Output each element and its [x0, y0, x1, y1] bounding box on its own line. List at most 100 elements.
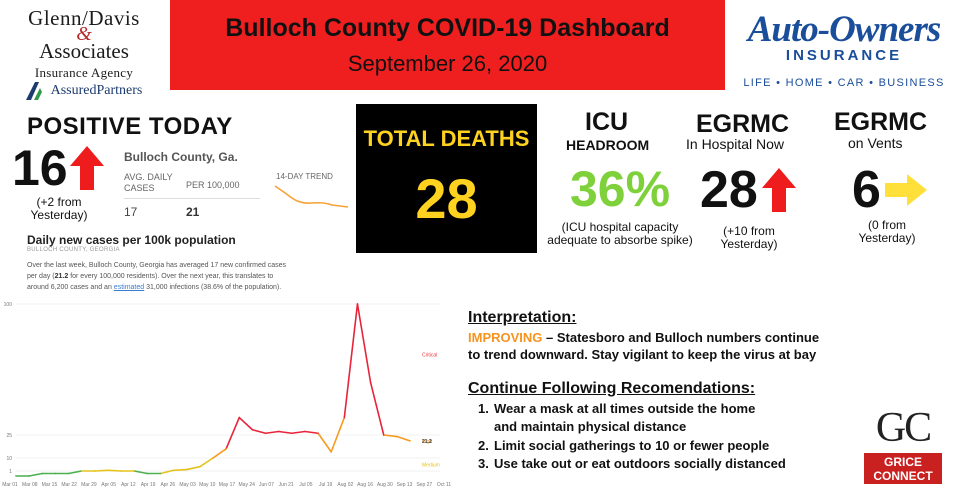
- data-point: [41, 472, 43, 475]
- x-tick-label: Mar 15: [42, 482, 58, 488]
- vents-note-l2: Yesterday): [858, 231, 916, 245]
- logo-ampersand: &: [76, 23, 92, 45]
- positive-change-l1: (+2 from: [36, 195, 82, 209]
- vents-value: 6: [852, 160, 927, 220]
- hospital-subtitle: In Hospital Now: [686, 136, 785, 152]
- series-segment: [396, 435, 411, 442]
- series-segment: [199, 457, 214, 468]
- x-tick-label: Aug 16: [357, 482, 373, 488]
- x-tick-label: Mar 01: [2, 482, 18, 488]
- gc-line1: GRICE: [883, 455, 922, 469]
- desc-line2: per day (21.2 for every 100,000 resident…: [27, 273, 274, 280]
- icu-value: 36%: [569, 161, 671, 217]
- interpretation-line2: to trend downward. Stay vigilant to keep…: [468, 347, 817, 362]
- x-tick-label: Jul 05: [299, 482, 313, 488]
- threshold-label: Medium: [422, 463, 440, 469]
- avg-daily-header-l1: AVG. DAILY: [124, 172, 173, 182]
- series-segment: [290, 430, 306, 435]
- x-tick-label: May 17: [219, 482, 236, 488]
- avg-daily-value: 17: [124, 205, 138, 219]
- x-tick-label: Aug 02: [337, 482, 353, 488]
- data-point: [199, 465, 201, 468]
- vents-count: 6: [852, 161, 881, 219]
- data-point: [159, 472, 162, 475]
- x-tick-label: Mar 22: [61, 482, 77, 488]
- data-point: [251, 429, 254, 431]
- data-point: [238, 416, 240, 419]
- total-deaths-box: TOTAL DEATHS 28: [356, 104, 537, 253]
- x-tick-label: Apr 12: [121, 482, 136, 488]
- logo-line2: Associates: [39, 39, 129, 63]
- page-title: Bulloch County COVID-19 Dashboard: [225, 14, 670, 42]
- auto-owners-sub: INSURANCE: [785, 47, 903, 64]
- status-label: IMPROVING: [468, 330, 543, 345]
- data-point: [28, 475, 30, 477]
- data-point: [172, 469, 175, 471]
- x-tick-label: Jun 07: [259, 482, 274, 488]
- data-point: [146, 472, 149, 475]
- series-segment: [251, 428, 267, 435]
- series-segment: [317, 432, 333, 453]
- data-point: [107, 469, 109, 471]
- series-segment: [382, 434, 398, 438]
- vents-subtitle: on Vents: [848, 135, 903, 151]
- gc-initials: GC: [875, 405, 932, 451]
- data-point: [304, 430, 306, 433]
- logo-line1: Glenn/Davis: [28, 6, 140, 30]
- vents-note: (0 from Yesterday): [842, 219, 932, 245]
- glenn-davis-logo: Glenn/Davis & Associates Insurance Agenc…: [4, 4, 164, 104]
- series-segment: [28, 472, 44, 477]
- data-point: [396, 435, 398, 438]
- x-tick-label: Oct 11: [437, 482, 452, 488]
- hospital-note-l2: Yesterday): [720, 237, 778, 251]
- series-segment: [264, 430, 280, 435]
- assured-partners-text: AssuredPartners: [50, 83, 143, 98]
- desc-line3: around 6,200 cases and an estimated 31,0…: [27, 284, 282, 291]
- data-point: [212, 457, 214, 459]
- auto-owners-name: Auto-Owners: [747, 9, 942, 50]
- positive-change-note: (+2 from Yesterday): [14, 196, 104, 222]
- positive-today-title: POSITIVE TODAY: [27, 113, 233, 140]
- daily-cases-title: Daily new cases per 100k population: [27, 233, 236, 247]
- last-value-label: 21.2: [422, 439, 432, 445]
- data-point: [369, 381, 372, 384]
- recommendation-item: 2. Limit social gatherings to 10 or fewer…: [478, 438, 770, 453]
- series-segment: [94, 469, 109, 472]
- x-tick-label: Sep 27: [416, 482, 432, 488]
- data-point: [277, 430, 280, 433]
- data-point: [186, 468, 188, 471]
- series-segment: [159, 469, 175, 475]
- total-deaths-label: TOTAL DEATHS: [363, 126, 530, 151]
- up-arrow-icon: [761, 168, 796, 212]
- interpretation-heading: Interpretation:: [468, 309, 577, 326]
- trend-line: [274, 185, 349, 208]
- data-point: [15, 475, 17, 477]
- icu-note-l1: (ICU hospital capacity: [561, 220, 679, 234]
- data-point: [330, 451, 332, 453]
- trend-sparkline: [274, 185, 349, 208]
- trend-label: 14-DAY TREND: [276, 172, 333, 181]
- data-point: [120, 470, 122, 472]
- series-segment: [277, 430, 293, 435]
- grice-connect-logo: GC GRICE CONNECT: [862, 404, 944, 486]
- data-point: [383, 434, 385, 436]
- data-point: [291, 432, 293, 434]
- series-segment: [185, 465, 201, 471]
- county-name: Bulloch County, Ga.: [124, 150, 238, 164]
- series-segment: [172, 468, 188, 472]
- daily-cases-chart: 100 25 10 1 Critical High Medium 21.2 Mar 01 Mar …: [2, 302, 452, 488]
- vents-title: EGRMC: [834, 108, 928, 136]
- desc-line1: Over the last week, Bulloch County, Geor…: [27, 262, 287, 269]
- per-100k-value: 21: [186, 205, 200, 219]
- logo-line3: Insurance Agency: [34, 65, 134, 80]
- x-tick-label: May 24: [239, 482, 256, 488]
- icu-note: (ICU hospital capacity adequate to absor…: [538, 221, 702, 247]
- positive-change-l2: Yesterday): [30, 208, 88, 222]
- interpretation-line1: IMPROVING – Statesboro and Bulloch numbe…: [468, 330, 820, 345]
- series-segment: [343, 303, 359, 419]
- hospital-note: (+10 from Yesterday): [704, 225, 794, 251]
- recommendation-item: 1. Wear a mask at all times outside the h…: [478, 401, 756, 416]
- estimated-link[interactable]: estimated: [113, 284, 145, 291]
- title-banner: Bulloch County COVID-19 Dashboard Septem…: [170, 0, 725, 90]
- threshold-label: Critical: [422, 352, 437, 358]
